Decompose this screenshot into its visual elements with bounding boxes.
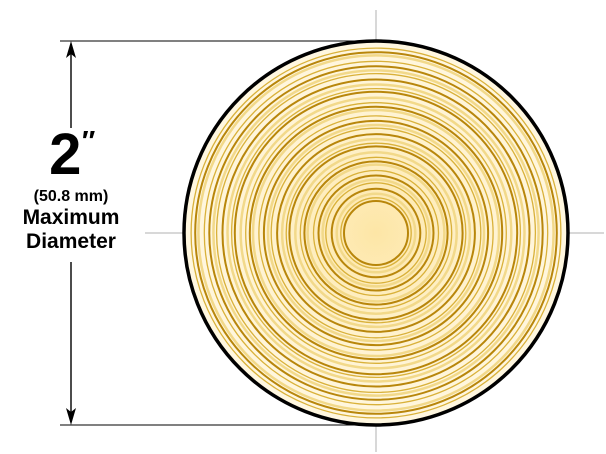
ring [245, 102, 507, 364]
ring [317, 174, 435, 292]
ring [325, 182, 427, 284]
ring [330, 187, 422, 279]
ring [340, 197, 412, 269]
ring [221, 78, 531, 388]
disc-outline [182, 39, 570, 427]
concentric-rings [190, 47, 562, 419]
ring [335, 192, 417, 274]
arrowhead-down-icon [66, 408, 76, 425]
ring [230, 87, 522, 379]
ring [239, 96, 513, 370]
ring [343, 200, 409, 266]
ring [262, 119, 490, 347]
ring [312, 169, 440, 297]
ring [280, 137, 472, 329]
ring [258, 115, 494, 351]
disc-fill [185, 42, 567, 424]
ring [190, 47, 562, 419]
ring [203, 60, 549, 406]
ring [226, 83, 526, 383]
arrowhead-up-icon [66, 41, 76, 58]
ring [215, 72, 537, 394]
ring [321, 178, 431, 288]
ring [288, 145, 464, 321]
ring [306, 163, 446, 303]
ring [233, 90, 519, 376]
metric-dimension: (50.8 mm) [33, 188, 109, 205]
caption-line-1: Maximum [22, 206, 120, 229]
ring [266, 123, 486, 343]
ring [212, 69, 540, 397]
ring [294, 151, 458, 315]
ring [276, 133, 476, 333]
ring [208, 65, 544, 401]
ring [197, 54, 555, 412]
caption-line-2: Diameter [26, 230, 116, 253]
inch-mark: ″ [80, 125, 93, 156]
ring [248, 105, 504, 361]
dimension-value: 2″ [49, 122, 94, 187]
ring [194, 51, 558, 415]
ring [270, 127, 482, 339]
ring [299, 156, 453, 310]
ring [251, 108, 501, 358]
ring [285, 142, 467, 324]
ring [303, 160, 449, 306]
